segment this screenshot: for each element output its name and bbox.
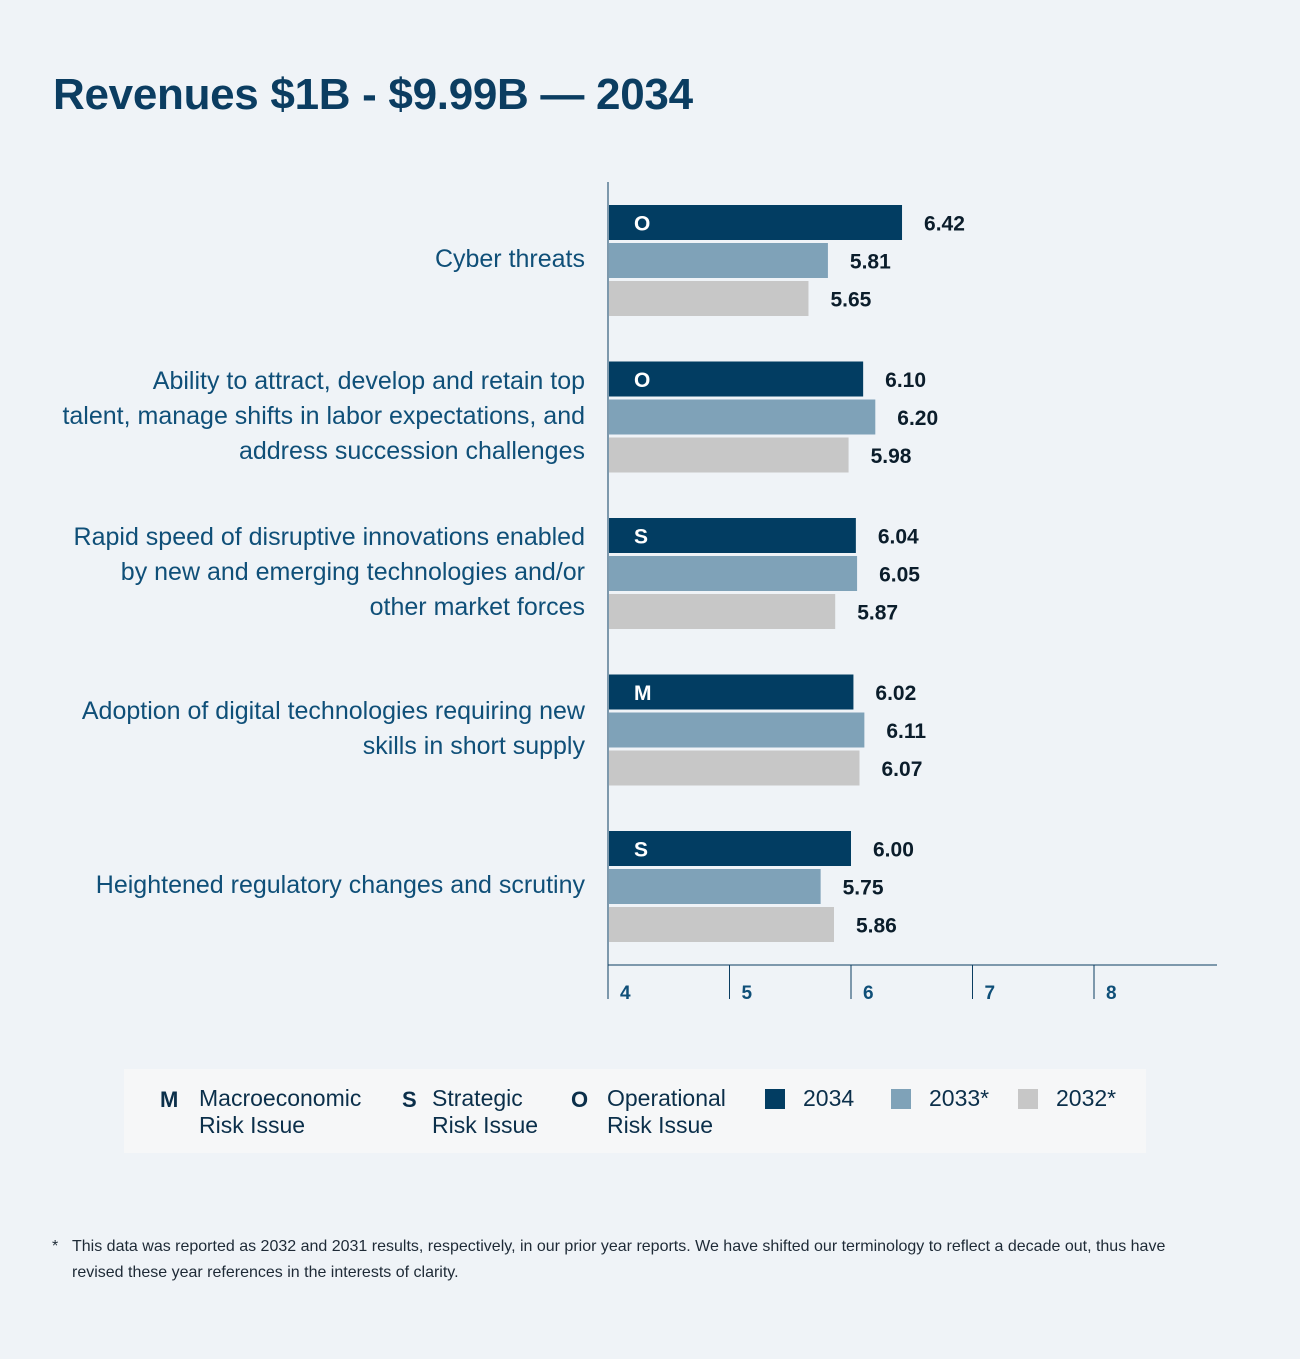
legend-risk-line1: Macroeconomic: [199, 1085, 362, 1111]
bar-2032-cat-1: [609, 437, 849, 473]
category-label: Cyber threats: [25, 242, 585, 277]
bar-2034-cat-4: [609, 831, 851, 866]
risk-type-code: O: [634, 213, 650, 236]
value-label: 6.42: [924, 213, 965, 236]
category-label: Adoption of digital technologies requiri…: [25, 694, 585, 764]
value-label: 5.98: [871, 445, 912, 468]
legend-risk-line2: Risk Issue: [199, 1112, 306, 1138]
bar-2032-cat-2: [609, 594, 836, 629]
risk-type-code: S: [634, 526, 648, 549]
footnote-text: This data was reported as 2032 and 2031 …: [72, 1238, 1166, 1281]
legend-risk-code: S: [402, 1087, 417, 1112]
legend-risk-line1: Strategic: [432, 1085, 523, 1111]
value-label: 6.10: [885, 369, 926, 392]
category-label-line: talent, manage shifts in labor expectati…: [62, 401, 585, 430]
value-label: 5.87: [857, 602, 898, 625]
bar-2032-cat-3: [609, 750, 860, 786]
value-label: 6.11: [886, 720, 926, 743]
x-tick-label: 6: [863, 983, 874, 1004]
bar-2033-cat-3: [609, 712, 865, 748]
risk-type-code: S: [634, 839, 648, 862]
value-label: 6.02: [875, 682, 916, 705]
value-label: 6.05: [879, 564, 920, 587]
category-label-line: Adoption of digital technologies requiri…: [81, 697, 585, 725]
value-label: 5.81: [850, 251, 891, 274]
category-label-line: Rapid speed of disruptive innovations en…: [73, 523, 585, 551]
bar-2033-cat-0: [609, 243, 828, 278]
chart-title: Revenues $1B - $9.99B — 2034: [53, 70, 693, 119]
risk-type-code: M: [634, 682, 652, 705]
value-label: 6.07: [882, 758, 923, 781]
category-label: Rapid speed of disruptive innovations en…: [25, 520, 585, 625]
value-label: 5.65: [830, 289, 871, 312]
legend-swatch-2033: [891, 1089, 911, 1109]
value-label: 6.20: [897, 407, 938, 430]
legend-year-2033: 2033*: [929, 1085, 990, 1111]
category-label: Ability to attract, develop and retain t…: [25, 364, 585, 469]
legend: M Macroeconomic Risk Issue S Strategic R…: [124, 1069, 1146, 1153]
bar-2034-cat-0: [609, 205, 903, 240]
legend-risk-code: M: [160, 1087, 179, 1112]
bar-2034-cat-1: [609, 361, 864, 397]
bar-2033-cat-2: [609, 556, 858, 591]
value-label: 6.04: [878, 526, 919, 549]
category-label-line: skills in short supply: [362, 732, 585, 760]
legend-risk-code: O: [571, 1087, 589, 1112]
value-label: 6.00: [873, 839, 914, 862]
x-tick-label: 4: [620, 983, 631, 1004]
value-label: 5.86: [856, 915, 897, 938]
legend-year-2034: 2034: [803, 1085, 855, 1111]
legend-swatch-2032: [1018, 1089, 1038, 1109]
category-label-line: address succession challenges: [238, 436, 585, 465]
bar-2033-cat-1: [609, 399, 876, 435]
bar-2032-cat-0: [609, 281, 809, 316]
category-label-line: Heightened regulatory changes and scruti…: [95, 871, 585, 899]
risk-type-code: O: [634, 369, 650, 392]
bar-2033-cat-4: [609, 869, 821, 904]
category-label-line: Ability to attract, develop and retain t…: [152, 366, 585, 395]
legend-risk-line1: Operational: [607, 1085, 726, 1111]
footnote-mark: *: [52, 1238, 59, 1255]
category-label: Heightened regulatory changes and scruti…: [25, 868, 585, 903]
x-tick-label: 8: [1106, 983, 1117, 1004]
category-label-line: other market forces: [369, 593, 585, 621]
legend-risk-line2: Risk Issue: [432, 1112, 539, 1138]
legend-risk-line2: Risk Issue: [607, 1112, 714, 1138]
legend-year-2032: 2032*: [1056, 1085, 1117, 1111]
bar-2032-cat-4: [609, 907, 834, 942]
value-label: 5.75: [843, 877, 884, 900]
bar-2034-cat-3: [609, 674, 854, 710]
bar-chart: 6.42 5.81 5.65 O 6.10 6.20 5.98 O 6.04 6.05 5.87 S 6…: [607, 182, 1217, 1004]
category-label-line: Cyber threats: [434, 245, 585, 273]
bar-2034-cat-2: [609, 518, 856, 553]
x-tick-label: 7: [985, 983, 996, 1004]
x-tick-label: 5: [742, 983, 753, 1004]
legend-swatch-2034: [765, 1089, 785, 1109]
category-label-line: by new and emerging technologies and/or: [120, 558, 585, 586]
